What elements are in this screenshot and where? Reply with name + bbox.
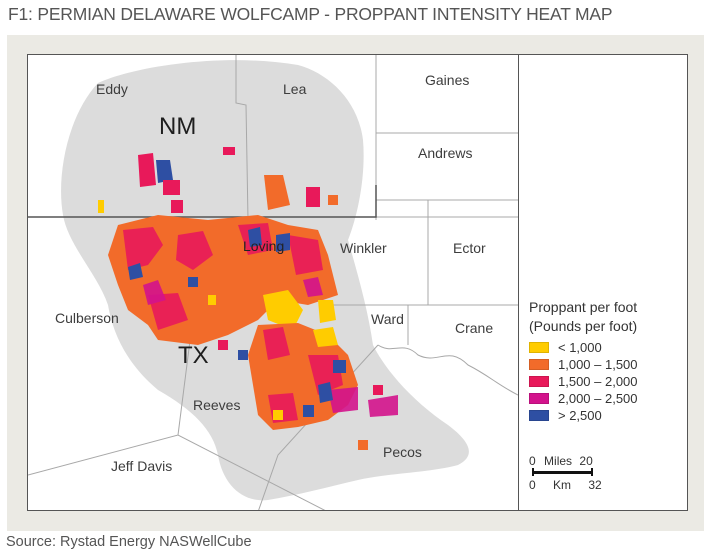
swatch-red <box>529 376 549 387</box>
county-label-jeff-davis: Jeff Davis <box>111 458 173 474</box>
county-label-ward: Ward <box>371 311 404 327</box>
scale-miles-zero: 0 <box>529 454 536 468</box>
legend-label: < 1,000 <box>558 340 602 355</box>
legend-label: 2,000 – 2,500 <box>558 391 638 406</box>
scale-bar: 0 Miles 20 0 Km 32 <box>529 454 619 494</box>
legend-label: 1,000 – 1,500 <box>558 357 638 372</box>
county-label-ector: Ector <box>453 240 486 256</box>
scale-miles: 0 Miles 20 <box>529 454 593 468</box>
county-label-loving: Loving <box>243 238 285 254</box>
county-label-lea: Lea <box>283 81 307 97</box>
legend-item-2000-2500: 2,000 – 2,500 <box>529 390 638 407</box>
legend-items: < 1,000 1,000 – 1,500 1,500 – 2,000 2,00… <box>529 339 638 424</box>
legend-item-1000-1500: 1,000 – 1,500 <box>529 356 638 373</box>
legend-title: Proppant per foot (Pounds per foot) <box>529 298 637 336</box>
swatch-yellow <box>529 342 549 353</box>
state-label-nm: NM <box>159 113 197 140</box>
county-label-reeves: Reeves <box>193 397 241 413</box>
proppant-heat-cells <box>98 147 398 450</box>
legend-label: 1,500 – 2,000 <box>558 374 638 389</box>
legend-title-line2: (Pounds per foot) <box>529 318 638 334</box>
county-label-pecos: Pecos <box>383 444 422 460</box>
source-caption: Source: Rystad Energy NASWellCube <box>6 534 252 550</box>
swatch-magenta <box>529 393 549 404</box>
scale-km-max: 32 <box>588 478 602 492</box>
scale-km-label: Km <box>553 478 572 492</box>
swatch-orange <box>529 359 549 370</box>
scale-km-zero: 0 <box>529 478 536 492</box>
scale-miles-label: Miles <box>544 454 573 468</box>
county-label-gaines: Gaines <box>425 72 470 88</box>
state-label-tx: TX <box>178 342 209 369</box>
county-label-culberson: Culberson <box>55 310 119 326</box>
scale-miles-max: 20 <box>579 454 593 468</box>
county-label-crane: Crane <box>455 320 494 336</box>
county-label-winkler: Winkler <box>340 240 387 256</box>
legend-label: > 2,500 <box>558 408 602 423</box>
nm-tx-state-line <box>28 185 377 218</box>
legend-item-gt-2500: > 2,500 <box>529 407 638 424</box>
map-panel[interactable]: Eddy Lea Gaines Andrews Loving Winkler E… <box>27 54 519 511</box>
legend-title-line1: Proppant per foot <box>529 299 638 315</box>
scale-line <box>532 471 592 474</box>
figure-title: F1: PERMIAN DELAWARE WOLFCAMP - PROPPANT… <box>8 4 613 24</box>
county-label-andrews: Andrews <box>418 145 473 161</box>
legend-item-lt-1000: < 1,000 <box>529 339 638 356</box>
county-label-eddy: Eddy <box>96 81 128 97</box>
legend-panel: Proppant per foot (Pounds per foot) < 1,… <box>518 54 688 511</box>
swatch-blue <box>529 410 549 421</box>
scale-km: 0 Km 32 <box>529 478 602 492</box>
legend-item-1500-2000: 1,500 – 2,000 <box>529 373 638 390</box>
scale-tick-right <box>591 468 593 476</box>
map-canvas <box>28 55 518 510</box>
